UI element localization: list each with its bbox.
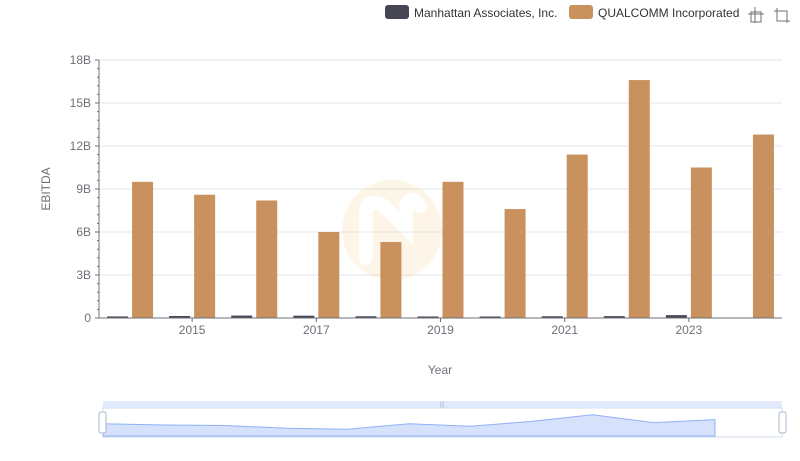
bar-qualcomm-2024[interactable] (752, 134, 774, 318)
axes: 0 3B 6B 9B 12B 15B 18B 2015 2017 2019 2021 2023 (70, 53, 782, 337)
legend: Manhattan Associates, Inc. QUALCOMM Incor… (385, 5, 739, 20)
slider-left-handle[interactable] (98, 411, 107, 434)
y-tick-label: 9B (76, 182, 91, 196)
bar-manhattan-2021[interactable] (541, 316, 563, 318)
x-tick-label: 2019 (427, 323, 454, 337)
slider-preview-area (102, 414, 716, 437)
bar-manhattan-2018[interactable] (355, 316, 377, 318)
slider-move-handle[interactable] (103, 401, 782, 408)
legend-label[interactable]: QUALCOMM Incorporated (598, 6, 739, 20)
bar-qualcomm-2019[interactable] (442, 181, 464, 318)
bar-manhattan-2023[interactable] (665, 315, 687, 318)
y-tick-label: 12B (70, 139, 91, 153)
bar-manhattan-2019[interactable] (417, 316, 439, 319)
x-tick-label: 2015 (179, 323, 206, 337)
bar-manhattan-2022[interactable] (603, 316, 625, 318)
watermark-logo (342, 180, 442, 280)
y-tick-label: 3B (76, 268, 91, 282)
x-axis-title: Year (428, 363, 452, 377)
bar-qualcomm-2018[interactable] (380, 242, 402, 318)
slider-right-handle[interactable] (778, 411, 787, 434)
slider-grip-icon: ||| (440, 402, 445, 408)
y-tick-label: 15B (70, 96, 91, 110)
bar-qualcomm-2016[interactable] (256, 200, 278, 318)
bar-manhattan-2020[interactable] (479, 316, 501, 319)
restore-icon[interactable] (774, 8, 790, 23)
y-tick-label: 6B (76, 225, 91, 239)
bar-qualcomm-2022[interactable] (628, 80, 650, 318)
legend-swatch[interactable] (569, 5, 593, 19)
bar-manhattan-2017[interactable] (293, 315, 315, 318)
data-zoom-slider[interactable]: ||| (98, 401, 787, 438)
bar-qualcomm-2017[interactable] (318, 232, 340, 318)
legend-swatch[interactable] (385, 5, 409, 19)
y-tick-label: 0 (84, 311, 91, 325)
y-axis-title: EBITDA (39, 167, 53, 210)
bar-qualcomm-2015[interactable] (194, 194, 216, 318)
x-tick-label: 2017 (303, 323, 330, 337)
bar-qualcomm-2021[interactable] (566, 154, 588, 318)
x-tick-label: 2023 (676, 323, 703, 337)
legend-label[interactable]: Manhattan Associates, Inc. (414, 6, 557, 20)
y-tick-label: 18B (70, 53, 91, 67)
bars (107, 80, 774, 318)
bar-qualcomm-2020[interactable] (504, 209, 526, 318)
bar-manhattan-2014[interactable] (107, 316, 129, 318)
bar-manhattan-2015[interactable] (169, 315, 191, 318)
zoom-icon[interactable] (748, 7, 764, 23)
bar-qualcomm-2023[interactable] (690, 167, 712, 319)
x-tick-label: 2021 (551, 323, 578, 337)
bar-manhattan-2016[interactable] (231, 315, 253, 318)
bar-qualcomm-2014[interactable] (132, 181, 154, 318)
